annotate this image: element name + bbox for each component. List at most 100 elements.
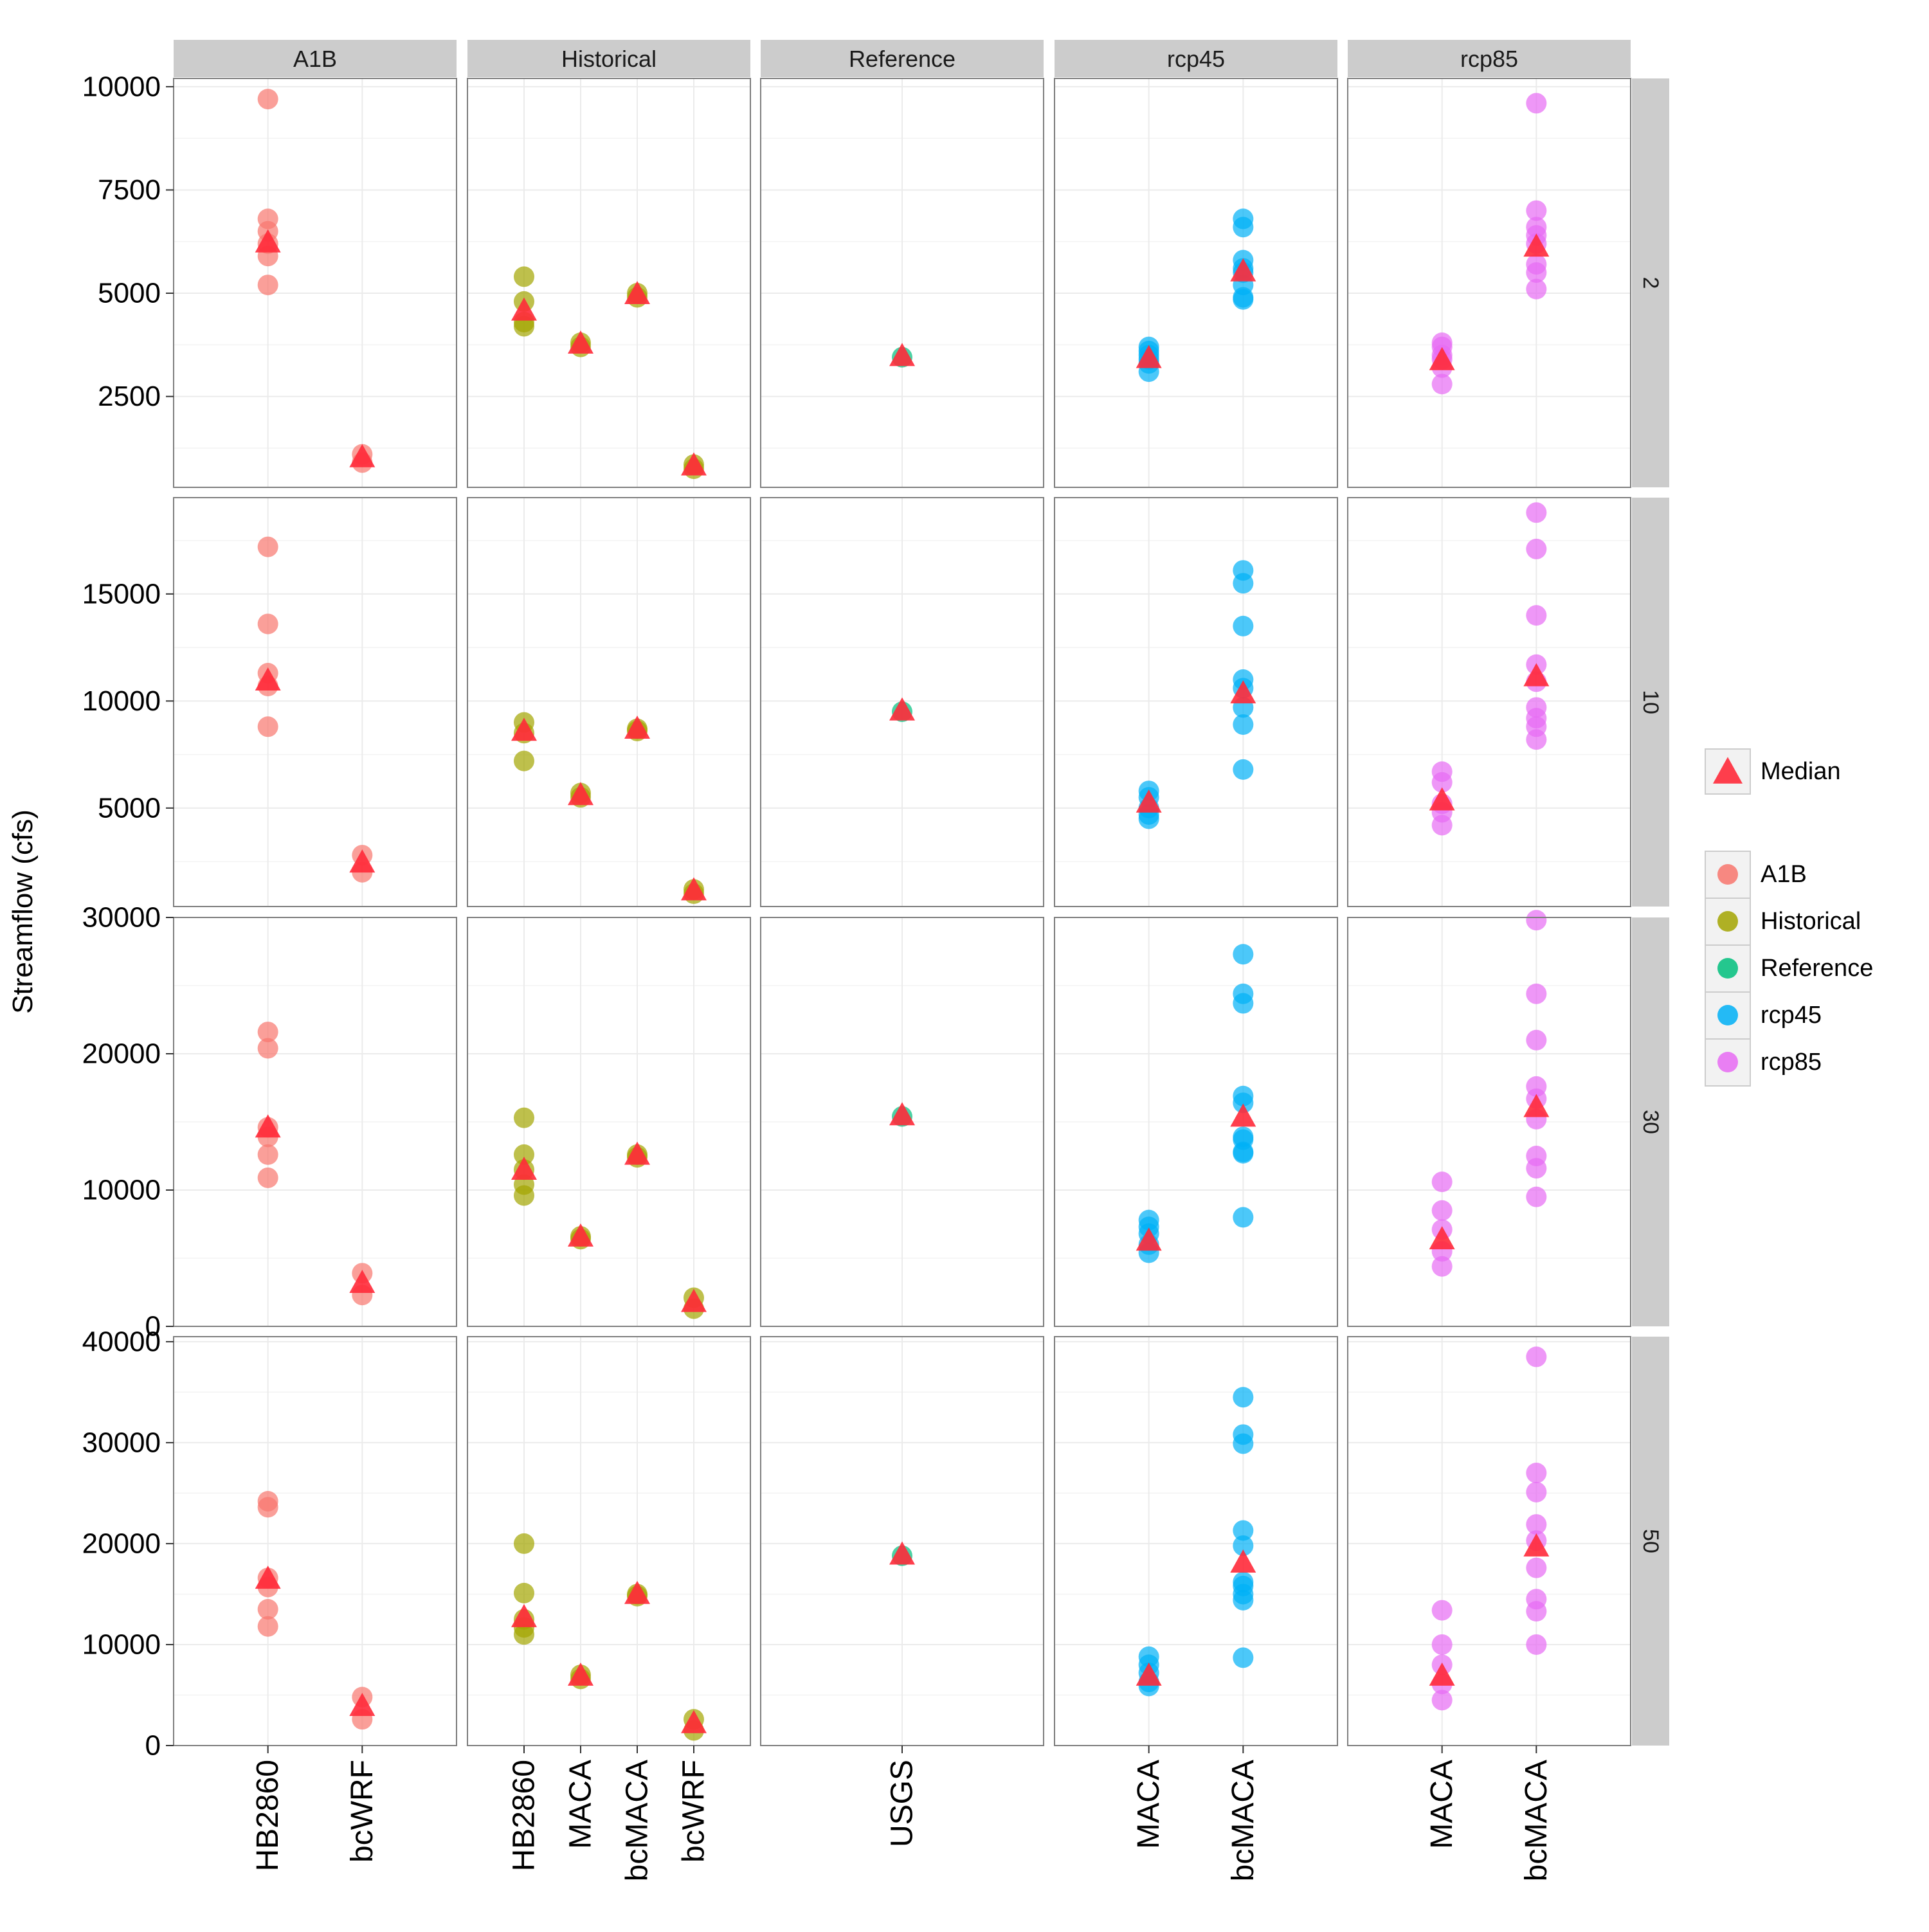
median-marker — [1136, 789, 1162, 813]
panel-reference-2 — [760, 78, 1044, 488]
data-point — [1526, 910, 1547, 931]
median-marker — [681, 1710, 707, 1733]
data-point — [1526, 1029, 1547, 1051]
panel-rcp85-50 — [1347, 1336, 1631, 1746]
data-point — [1526, 1481, 1547, 1503]
panel-border — [1054, 497, 1338, 907]
data-point — [1233, 1142, 1254, 1164]
data-point — [514, 1624, 534, 1645]
legend-swatch — [1717, 958, 1738, 979]
median-marker — [624, 280, 650, 304]
panel-border — [1054, 78, 1338, 488]
data-point — [1526, 1634, 1547, 1655]
data-point — [1233, 993, 1254, 1014]
legend-swatch — [1717, 864, 1738, 885]
data-point — [514, 1185, 534, 1206]
median-marker — [1523, 663, 1550, 687]
data-point — [257, 1599, 278, 1620]
median-marker — [349, 849, 376, 873]
median-marker — [1230, 1549, 1256, 1573]
data-point — [1233, 573, 1254, 594]
data-point — [1233, 1207, 1254, 1228]
column-strip-label: Historical — [561, 46, 657, 72]
panel-background — [1055, 78, 1337, 487]
data-point — [514, 266, 534, 287]
data-point — [1431, 772, 1453, 793]
y-axis-title: Streamflow (cfs) — [7, 809, 39, 1014]
panel-background — [467, 498, 750, 907]
y-tick-label: 0 — [145, 1730, 161, 1762]
panel-border — [467, 917, 751, 1327]
panel-background — [467, 1337, 750, 1746]
panel-border — [173, 917, 457, 1327]
row-strip-10 — [1632, 498, 1669, 907]
x-tick-label: HB2860 — [251, 1760, 285, 1871]
panel-background — [174, 1337, 457, 1746]
legend-label-historical: Historical — [1761, 908, 1861, 935]
row-strip-label: 50 — [1638, 1529, 1663, 1553]
x-tick-label: bcWRF — [345, 1760, 379, 1863]
data-point — [514, 1144, 534, 1165]
data-point — [514, 1533, 534, 1554]
panel-border — [1054, 917, 1338, 1327]
row-strip-label: 10 — [1638, 690, 1663, 714]
column-strip-rcp45 — [1055, 40, 1337, 77]
x-tick-label: MACA — [564, 1760, 598, 1849]
data-point — [1526, 538, 1547, 559]
median-marker — [349, 444, 376, 467]
median-marker — [1429, 787, 1455, 811]
panel-rcp85-2 — [1347, 78, 1631, 488]
panel-rcp45-50 — [1054, 1336, 1338, 1746]
panel-historical-10 — [467, 497, 751, 907]
y-tick-label: 20000 — [82, 1528, 161, 1559]
panel-reference-50 — [760, 1336, 1044, 1746]
median-marker — [889, 343, 915, 366]
data-point — [257, 1616, 278, 1637]
data-point — [1233, 714, 1254, 735]
panel-border — [173, 78, 457, 488]
data-point — [1526, 605, 1547, 626]
data-point — [514, 1107, 534, 1128]
median-marker — [1523, 1533, 1550, 1557]
data-point — [1233, 1589, 1254, 1611]
panel-border — [173, 497, 457, 907]
median-marker — [1523, 1094, 1550, 1117]
median-marker — [1230, 680, 1256, 704]
median-marker — [624, 1141, 650, 1165]
panel-border — [467, 1336, 751, 1746]
panel-rcp85-30 — [1347, 910, 1631, 1327]
x-tick-label: bcMACA — [1226, 1760, 1260, 1881]
median-marker — [349, 1269, 376, 1293]
panels-layer: A1B Historical Reference rcp45 rcp85 2 10 30 50 — [173, 40, 1669, 1746]
median-marker — [511, 718, 537, 741]
legend-label-rcp45: rcp45 — [1761, 1002, 1822, 1029]
panel-rcp45-30 — [1054, 917, 1338, 1327]
y-tick-label: 0 — [145, 1311, 161, 1342]
median-marker — [568, 782, 593, 806]
x-tick-label: MACA — [1132, 1760, 1166, 1849]
data-point — [1526, 1514, 1547, 1535]
median-marker — [681, 877, 707, 901]
data-point — [1526, 1158, 1547, 1179]
legend-median-triangle — [1713, 757, 1743, 784]
panel-historical-2 — [467, 78, 751, 488]
data-point — [1526, 1463, 1547, 1483]
panel-historical-50 — [467, 1336, 751, 1746]
panel-a1b-30 — [173, 917, 457, 1327]
column-strip-label: rcp85 — [1460, 46, 1518, 72]
panel-historical-30 — [467, 917, 751, 1327]
y-tick-label: 5000 — [98, 278, 161, 309]
data-point — [1526, 983, 1547, 1004]
column-strip-label: A1B — [293, 46, 337, 72]
column-strip-rcp85 — [1348, 40, 1631, 77]
median-marker — [255, 1566, 281, 1589]
data-point — [514, 750, 534, 772]
data-point — [1233, 1387, 1254, 1408]
median-marker — [1429, 1662, 1455, 1686]
data-point — [1233, 615, 1254, 636]
data-point — [257, 1167, 278, 1188]
data-point — [257, 613, 278, 635]
panel-border — [1347, 917, 1631, 1327]
data-point — [1431, 815, 1453, 836]
data-point — [1526, 1186, 1547, 1207]
